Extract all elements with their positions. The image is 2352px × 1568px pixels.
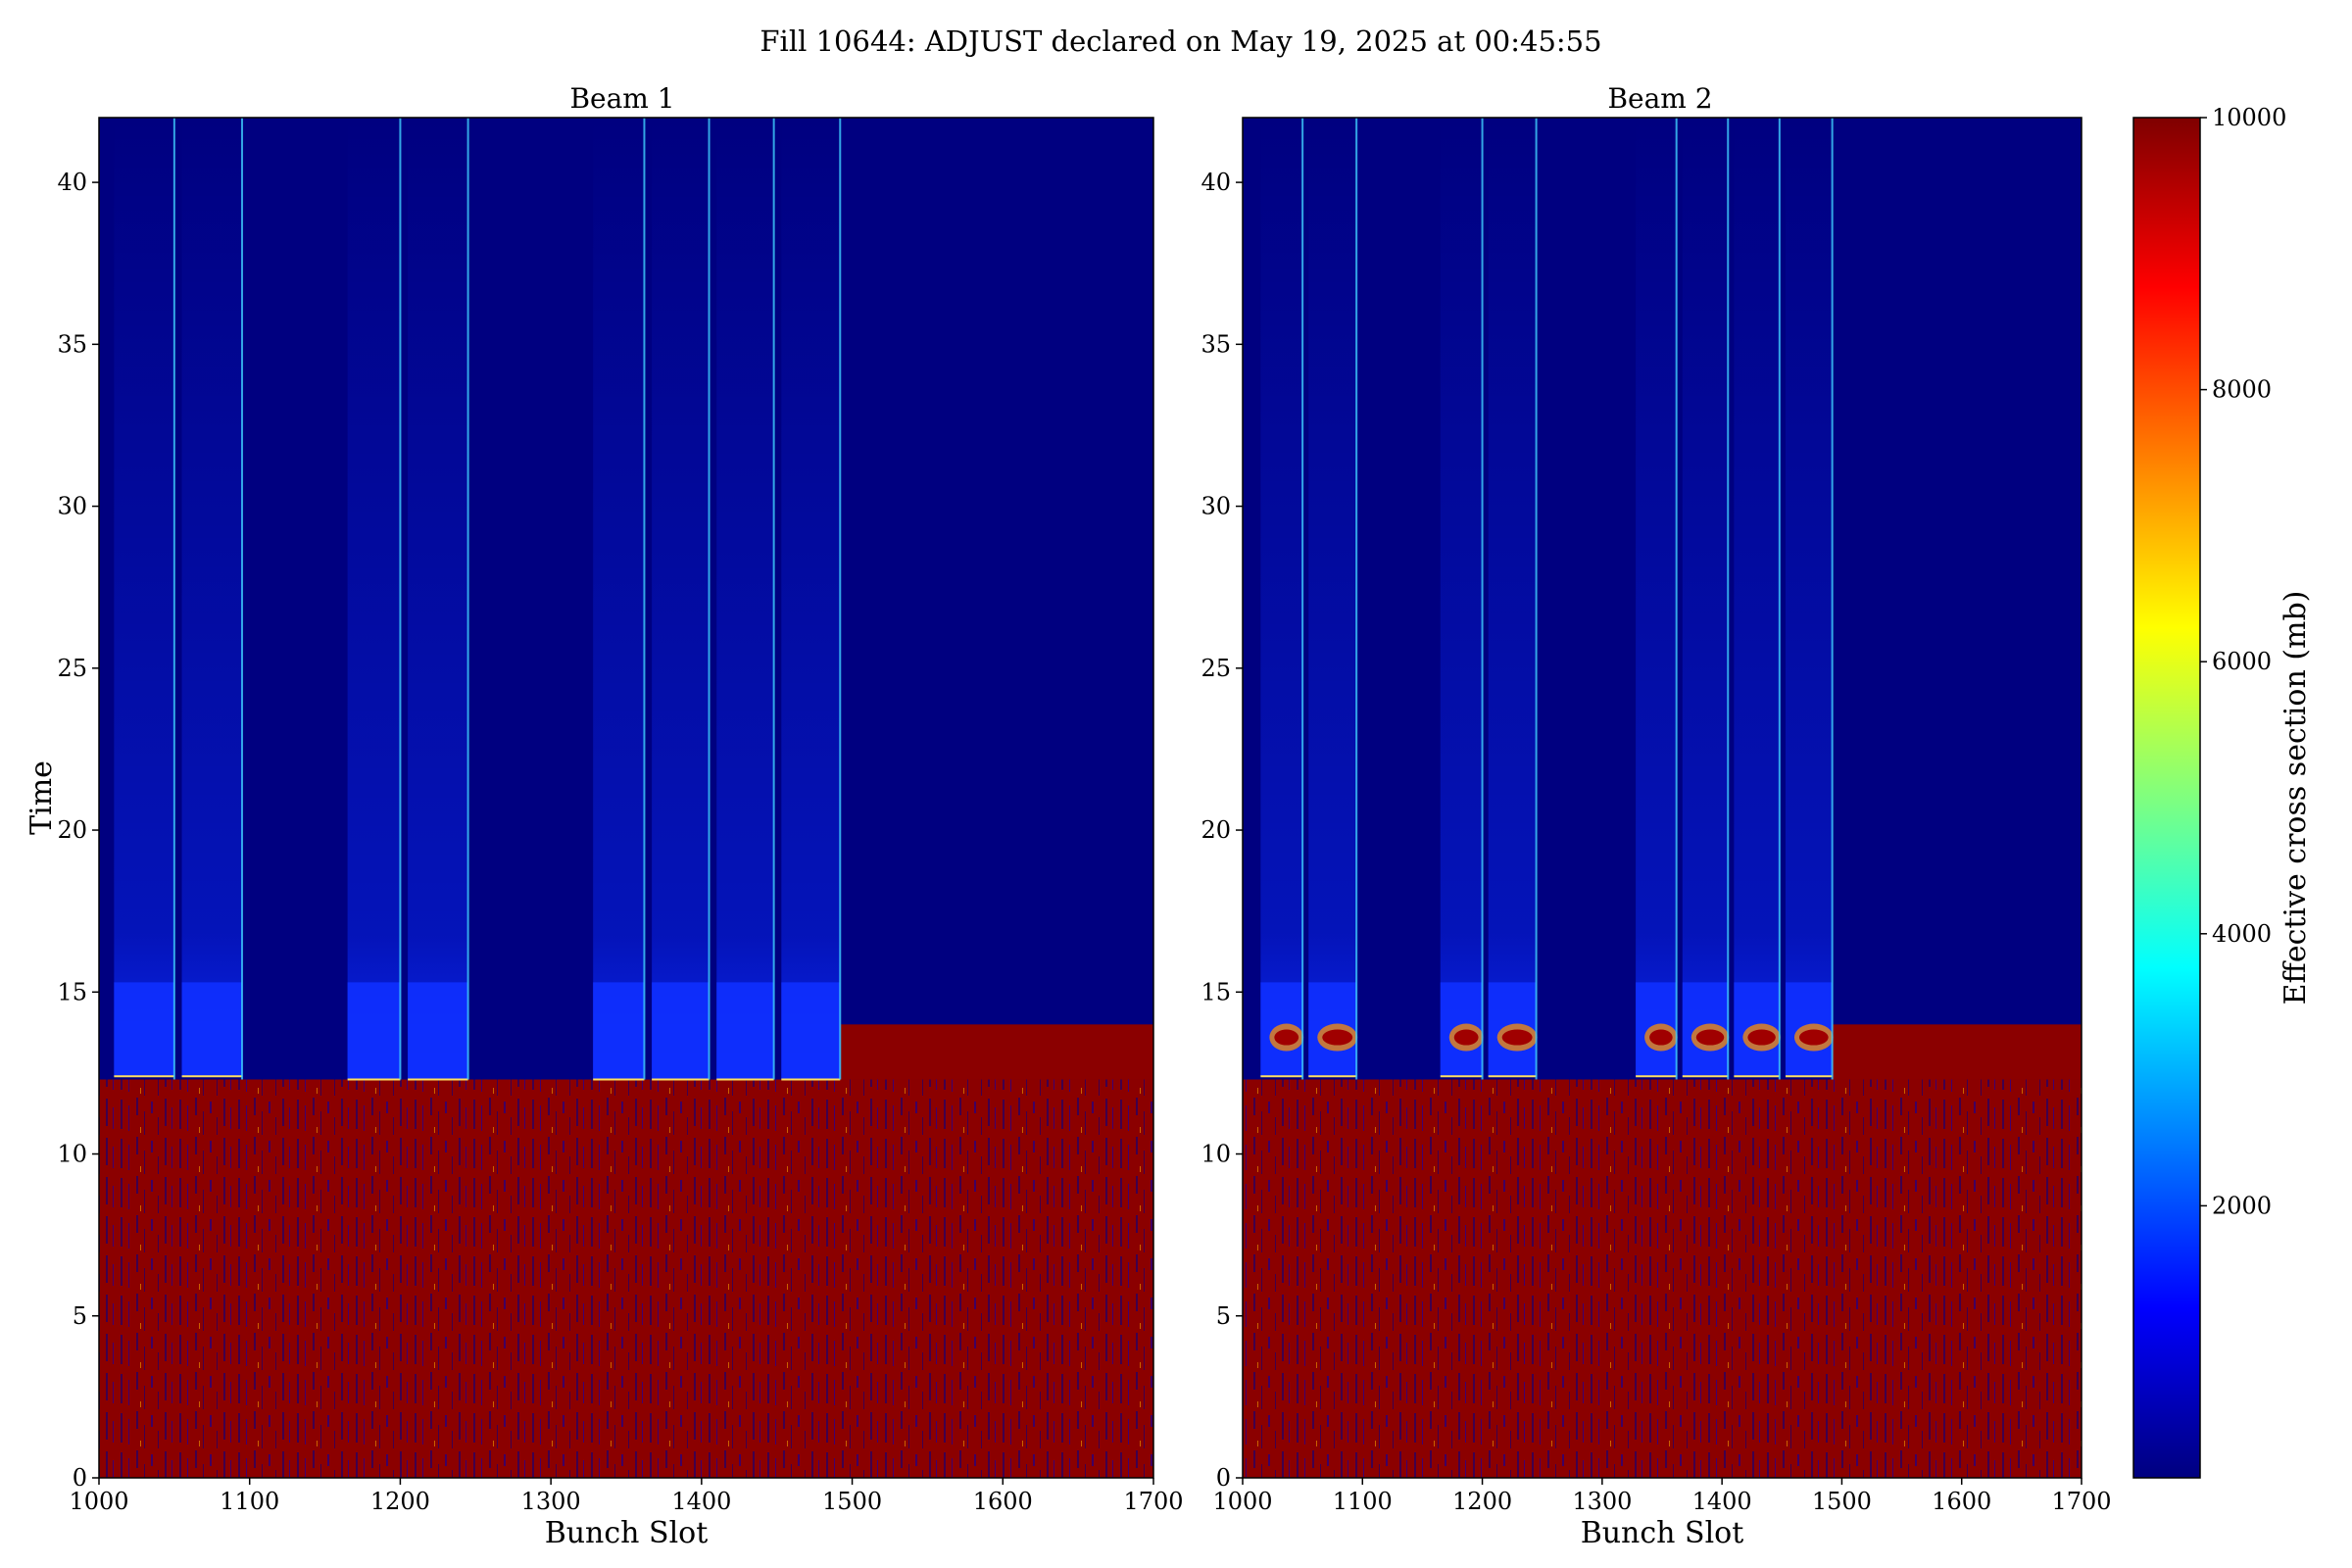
beam1-x-tick-label: 1400 bbox=[671, 1488, 731, 1515]
beam1-y-tick-label: 35 bbox=[57, 330, 87, 358]
beam1-y-tick-label: 15 bbox=[57, 978, 87, 1005]
beam1-train-column bbox=[716, 118, 774, 1080]
beam1-panel: Beam 1 1000 1100 1200 1300 1400 1500 1600 1700 … bbox=[24, 82, 1184, 1550]
beam2-y-tick-label: 20 bbox=[1200, 816, 1231, 844]
colorbar-ticks: 2000 4000 6000 8000 10000 bbox=[2200, 104, 2286, 1219]
beam1-noise-texture bbox=[99, 1079, 1153, 1478]
beam2-train-hotspot-core bbox=[1322, 1029, 1353, 1046]
beam1-y-tick-label: 20 bbox=[57, 816, 87, 844]
beam1-heatmap bbox=[99, 118, 1153, 1478]
beam2-frame bbox=[1242, 117, 2082, 1479]
beam1-train-transition bbox=[593, 982, 645, 1080]
colorbar-tick-label: 10000 bbox=[2212, 104, 2286, 131]
beam1-x-tick-label: 1100 bbox=[220, 1488, 279, 1515]
beam1-train-column bbox=[781, 118, 841, 1080]
beam1-x-ticks: 1000 1100 1200 1300 1400 1500 1600 1700 bbox=[69, 1478, 1184, 1515]
beam1-x-tick-label: 1300 bbox=[521, 1488, 581, 1515]
beam1-train-column bbox=[114, 118, 174, 1077]
beam1-y-tick-label: 5 bbox=[73, 1302, 87, 1330]
beam2-y-tick-label: 25 bbox=[1200, 655, 1231, 682]
beam1-y-tick-label: 25 bbox=[57, 655, 87, 682]
beam2-y-tick-label: 15 bbox=[1200, 978, 1231, 1005]
beam2-x-ticks: 1000 1100 1200 1300 1400 1500 1600 1700 bbox=[1212, 1478, 2112, 1515]
beam1-train-column bbox=[347, 118, 401, 1080]
beam2-y-tick-label: 40 bbox=[1200, 169, 1231, 196]
colorbar-tick-label: 2000 bbox=[2212, 1192, 2272, 1219]
beam1-train-transition bbox=[408, 982, 468, 1080]
colorbar: 2000 4000 6000 8000 10000 Effective cross se… bbox=[2132, 104, 2313, 1479]
beam2-train-column bbox=[1260, 118, 1303, 1077]
beam2-saturated-tail bbox=[1832, 1024, 2082, 1080]
beam1-train-column bbox=[408, 118, 468, 1080]
beam1-y-tick-label: 30 bbox=[57, 493, 87, 520]
beam2-y-tick-label: 35 bbox=[1200, 330, 1231, 358]
beam2-y-ticks: 0 5 10 15 20 25 30 35 40 bbox=[1200, 169, 1243, 1492]
beam2-x-tick-label: 1200 bbox=[1452, 1488, 1512, 1515]
beam2-panel: Beam 2 1000 1100 1200 1300 1400 1500 1600 1700 … bbox=[1200, 82, 2111, 1550]
beam2-train-hotspot-core bbox=[1274, 1029, 1299, 1046]
beam1-y-tick-label: 40 bbox=[57, 169, 87, 196]
beam2-train-hotspot-core bbox=[1649, 1029, 1673, 1046]
beam2-x-tick-label: 1700 bbox=[2051, 1488, 2111, 1515]
beam2-train-column bbox=[1308, 118, 1357, 1077]
colorbar-tick-label: 4000 bbox=[2212, 920, 2272, 948]
beam1-x-tick-label: 1200 bbox=[370, 1488, 430, 1515]
beam1-train-transition bbox=[716, 982, 774, 1080]
beam2-train-hotspot-core bbox=[1501, 1029, 1533, 1046]
beam1-train-column bbox=[652, 118, 710, 1080]
beam2-y-tick-label: 5 bbox=[1216, 1302, 1231, 1330]
beam2-train-hotspot-core bbox=[1695, 1029, 1725, 1046]
beam2-train-hotspot-core bbox=[1747, 1029, 1776, 1046]
colorbar-label: Effective cross section (mb) bbox=[2278, 591, 2313, 1005]
beam1-frame bbox=[98, 117, 1154, 1479]
beam2-train-column bbox=[1636, 118, 1677, 1077]
beam1-train-column bbox=[593, 118, 645, 1080]
beam2-x-tick-label: 1400 bbox=[1692, 1488, 1752, 1515]
beam1-x-axis-label: Bunch Slot bbox=[545, 1516, 709, 1550]
colorbar-tick-label: 8000 bbox=[2212, 376, 2272, 404]
colorbar-tick-label: 6000 bbox=[2212, 648, 2272, 675]
beam1-y-axis-label: Time bbox=[24, 760, 59, 835]
figure-suptitle: Fill 10644: ADJUST declared on May 19, 2… bbox=[760, 24, 1601, 58]
beam1-x-tick-label: 1700 bbox=[1123, 1488, 1183, 1515]
beam2-train-hotspot-core bbox=[1798, 1029, 1829, 1046]
beam2-heatmap bbox=[1243, 118, 2082, 1478]
beam1-x-tick-label: 1600 bbox=[973, 1488, 1033, 1515]
beam1-train-column bbox=[181, 118, 243, 1077]
beam1-title: Beam 1 bbox=[569, 82, 674, 115]
beam1-y-ticks: 0 5 10 15 20 25 30 35 40 bbox=[57, 169, 99, 1492]
beam1-y-tick-label: 10 bbox=[57, 1141, 87, 1168]
beam2-train-hotspot-core bbox=[1453, 1029, 1479, 1046]
beam1-train-transition bbox=[114, 982, 174, 1077]
beam2-y-tick-label: 10 bbox=[1200, 1141, 1231, 1168]
beam1-x-tick-label: 1500 bbox=[822, 1488, 882, 1515]
beam2-train-column bbox=[1682, 118, 1729, 1077]
beam2-x-tick-label: 1600 bbox=[1932, 1488, 1991, 1515]
beam2-x-tick-label: 1000 bbox=[1212, 1488, 1272, 1515]
beam2-train-column bbox=[1785, 118, 1833, 1077]
beam2-x-tick-label: 1300 bbox=[1572, 1488, 1632, 1515]
colorbar-gradient bbox=[2132, 117, 2201, 1479]
beam2-train-column bbox=[1488, 118, 1537, 1077]
beam2-train-column bbox=[1734, 118, 1780, 1077]
beam2-y-tick-label: 30 bbox=[1200, 493, 1231, 520]
beam2-noise-texture bbox=[1243, 1079, 2082, 1478]
beam2-train-column bbox=[1440, 118, 1483, 1077]
beam1-saturated-tail bbox=[840, 1024, 1153, 1080]
beam2-title: Beam 2 bbox=[1607, 82, 1712, 115]
beam2-x-axis-label: Bunch Slot bbox=[1581, 1516, 1744, 1550]
beam1-train-transition bbox=[181, 982, 243, 1077]
beam2-x-tick-label: 1100 bbox=[1333, 1488, 1393, 1515]
beam1-train-transition bbox=[781, 982, 841, 1080]
beam1-x-tick-label: 1000 bbox=[69, 1488, 128, 1515]
beam2-x-tick-label: 1500 bbox=[1812, 1488, 1872, 1515]
beam2-y-tick-label: 0 bbox=[1216, 1464, 1231, 1492]
beam1-train-transition bbox=[652, 982, 710, 1080]
beam1-train-transition bbox=[347, 982, 401, 1080]
beam1-y-tick-label: 0 bbox=[73, 1464, 87, 1492]
